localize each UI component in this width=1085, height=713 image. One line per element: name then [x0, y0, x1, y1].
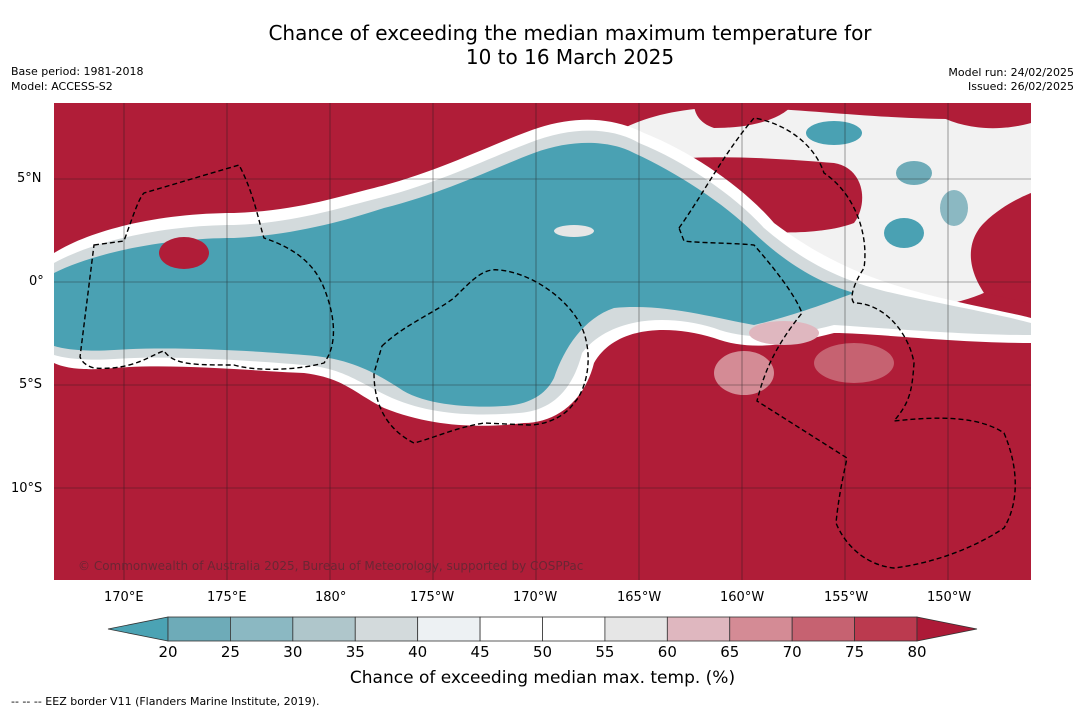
colorbar-cell: [417, 616, 481, 642]
colorbar: [107, 616, 978, 642]
colorbar-cell: [604, 616, 668, 642]
lon-label-160w: 160°W: [720, 590, 765, 605]
colorbar-tick-label: 60: [657, 643, 677, 661]
colorbar-cell: [167, 616, 231, 642]
north-blue-patch-3: [884, 218, 924, 248]
forecast-map: [54, 103, 1031, 580]
colorbar-cell: [230, 616, 294, 642]
colorbar-tick-label: 20: [158, 643, 178, 661]
lat-label-5s: 5°S: [19, 377, 43, 392]
cool-band-white-spot: [554, 225, 594, 237]
colorbar-tick-label: 40: [408, 643, 428, 661]
colorbar-tick-label: 25: [220, 643, 240, 661]
cool-band-red-island: [159, 237, 209, 269]
lon-label-150w: 150°W: [927, 590, 972, 605]
model-name: Model: ACCESS-S2: [11, 80, 113, 93]
colorbar-cell: [354, 616, 419, 642]
colorbar-tick-label: 80: [907, 643, 927, 661]
issued-date: Issued: 26/02/2025: [967, 80, 1074, 93]
model-run: Model run: 24/02/2025: [948, 66, 1074, 79]
colorbar-cell: [292, 616, 356, 642]
north-right-red-lower: [970, 193, 1031, 303]
south-pink-patch-3: [749, 321, 819, 345]
colorbar-tick-label: 70: [782, 643, 802, 661]
copyright-notice: © Commonwealth of Australia 2025, Bureau…: [78, 559, 584, 573]
base-period: Base period: 1981-2018: [11, 65, 144, 78]
colorbar-cell: [791, 616, 855, 642]
lon-label-180: 180°: [315, 590, 347, 605]
south-pink-patch-2: [814, 343, 894, 383]
north-right-red: [934, 103, 1031, 129]
eez-borders: [79, 117, 1016, 569]
lat-label-0: 0°: [29, 274, 44, 289]
lat-label-10s: 10°S: [11, 481, 43, 496]
cool-band-core: [54, 142, 854, 407]
map-title-line2: 10 to 16 March 2025: [465, 45, 675, 69]
north-blue-patch-1: [806, 121, 862, 145]
colorbar-tick-label: 75: [845, 643, 865, 661]
lon-label-155w: 155°W: [824, 590, 869, 605]
lon-label-175w: 175°W: [410, 590, 455, 605]
lon-label-170w: 170°W: [513, 590, 558, 605]
colorbar-tick-label: 30: [283, 643, 303, 661]
colorbar-tick-label: 45: [470, 643, 490, 661]
lon-label-170e: 170°E: [104, 590, 144, 605]
south-pink-patch-1: [714, 351, 774, 395]
north-top-red: [694, 103, 794, 128]
colorbar-cell: [729, 616, 793, 642]
map-title-line1: Chance of exceeding the median maximum t…: [268, 21, 872, 45]
colorbar-extend-low: [107, 616, 169, 642]
north-blue-patch-4: [940, 190, 968, 226]
colorbar-cell: [854, 616, 918, 642]
lon-label-165w: 165°W: [617, 590, 662, 605]
lon-label-175e: 175°E: [207, 590, 247, 605]
north-blue-patch-2: [896, 161, 932, 185]
colorbar-tick-label: 50: [532, 643, 553, 661]
colorbar-tick-label: 55: [595, 643, 615, 661]
colorbar-cell: [479, 616, 543, 642]
colorbar-extend-high: [916, 616, 978, 642]
colorbar-title: Chance of exceeding median max. temp. (%…: [349, 668, 736, 688]
colorbar-cell: [542, 616, 606, 642]
colorbar-tick-label: 35: [345, 643, 365, 661]
eez-footnote: -- -- -- EEZ border V11 (Flanders Marine…: [11, 695, 320, 708]
colorbar-tick-label: 65: [720, 643, 740, 661]
graticule: [54, 103, 1031, 580]
colorbar-cell: [666, 616, 731, 642]
lat-label-5n: 5°N: [17, 171, 42, 186]
